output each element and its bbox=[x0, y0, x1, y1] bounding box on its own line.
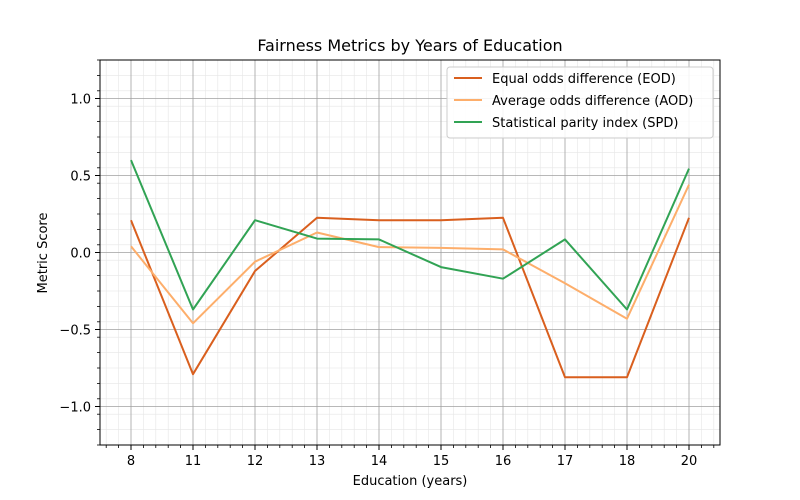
x-tick-label: 11 bbox=[185, 454, 202, 469]
y-tick-label: −1.0 bbox=[59, 401, 91, 416]
y-tick-label: 1.0 bbox=[70, 93, 91, 108]
y-tick-label: 0.0 bbox=[70, 247, 91, 262]
series-line-3 bbox=[130, 159, 690, 311]
x-tick-label: 14 bbox=[371, 454, 388, 469]
x-tick-label: 15 bbox=[433, 454, 450, 469]
x-tick-label: 17 bbox=[557, 454, 574, 469]
series-layer bbox=[130, 159, 690, 379]
x-tick-label: 16 bbox=[495, 454, 512, 469]
x-tick-label: 8 bbox=[127, 454, 135, 469]
legend: Equal odds difference (EOD) Average odds … bbox=[446, 66, 714, 139]
y-axis-label: Metric Score bbox=[36, 213, 51, 294]
y-tick-labels: 1.0 0.5 0.0 −0.5 −1.0 bbox=[59, 93, 91, 416]
axis-ticks bbox=[95, 59, 715, 450]
x-axis-label: Education (years) bbox=[353, 474, 468, 489]
x-tick-label: 12 bbox=[247, 454, 264, 469]
x-tick-label: 18 bbox=[619, 454, 636, 469]
legend-entry-3: Statistical parity index (SPD) bbox=[492, 116, 678, 131]
x-tick-labels: 8 11 12 13 14 15 16 17 18 20 bbox=[127, 454, 697, 469]
chart-title: Fairness Metrics by Years of Education bbox=[257, 36, 562, 55]
legend-box bbox=[446, 66, 714, 139]
y-tick-label: 0.5 bbox=[70, 170, 91, 185]
legend-entry-1: Equal odds difference (EOD) bbox=[492, 72, 676, 87]
x-tick-label: 13 bbox=[309, 454, 326, 469]
y-tick-label: −0.5 bbox=[59, 324, 91, 339]
x-tick-label: 20 bbox=[681, 454, 698, 469]
series-line-1 bbox=[130, 216, 690, 379]
legend-entry-2: Average odds difference (AOD) bbox=[492, 94, 693, 109]
series-line-2 bbox=[130, 184, 690, 325]
